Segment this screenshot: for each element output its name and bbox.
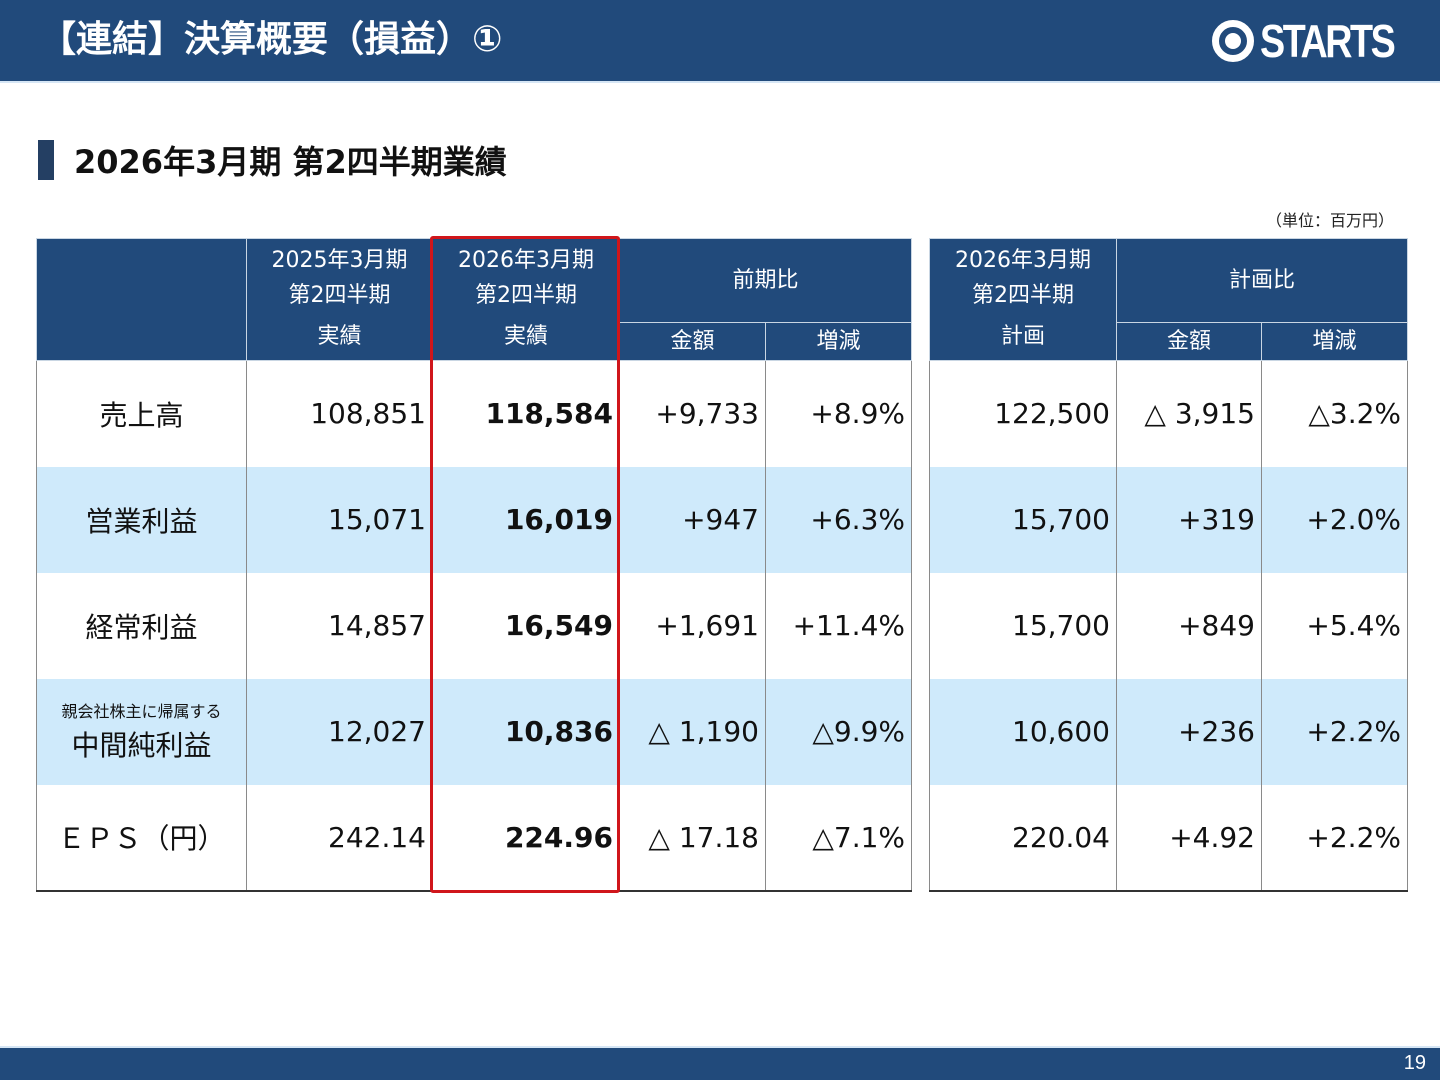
plan-change-value: △3.2% bbox=[1260, 360, 1409, 467]
row-label: 親会社株主に帰属する 中間純利益 bbox=[36, 678, 247, 785]
yoy-amount-value: +1,691 bbox=[619, 572, 766, 679]
row-label: 経常利益 bbox=[36, 572, 247, 679]
company-logo: STARTS bbox=[1212, 15, 1423, 67]
prev-actual-value: 14,857 bbox=[246, 572, 433, 679]
header-plan-amount: 金額 bbox=[1116, 322, 1262, 361]
yoy-change-value: +11.4% bbox=[764, 572, 913, 679]
row-label-prefix: 親会社株主に帰属する bbox=[61, 701, 222, 721]
header-plan: 2026年3月期 第2四半期 計画 bbox=[929, 238, 1117, 361]
yoy-amount-value: +947 bbox=[619, 466, 766, 573]
header-line: 計画 bbox=[1000, 324, 1045, 350]
logo-circle-icon bbox=[1212, 20, 1254, 62]
header-yoy-change: 増減 bbox=[764, 322, 913, 361]
yoy-change-value: △7.1% bbox=[764, 784, 913, 892]
table-row-net-income: 10,600 +236 +2.2% bbox=[929, 678, 1409, 785]
plan-change-value: +5.4% bbox=[1260, 572, 1409, 679]
table-row-operating-profit: 15,700 +319 +2.0% bbox=[929, 466, 1409, 573]
prev-actual-value: 12,027 bbox=[246, 678, 433, 785]
corner-header bbox=[36, 238, 247, 361]
curr-actual-value: 10,836 bbox=[432, 678, 620, 785]
logo-wordmark: STARTS bbox=[1260, 15, 1396, 67]
header-yoy-group: 前期比 bbox=[618, 238, 913, 323]
yoy-amount-value: +9,733 bbox=[619, 360, 766, 467]
header-line: 実績 bbox=[317, 324, 362, 350]
table-row-operating-profit: 営業利益 15,071 16,019 +947 +6.3% bbox=[36, 466, 913, 573]
header-line: 2025年3月期 bbox=[271, 248, 408, 273]
yoy-change-value: △9.9% bbox=[764, 678, 913, 785]
curr-actual-value: 16,019 bbox=[432, 466, 620, 573]
page-number: 19 bbox=[1403, 1052, 1426, 1074]
results-vs-plan-table: 2026年3月期 第2四半期 計画 計画比 金額 増減 122,500 △ 3,… bbox=[929, 238, 1409, 892]
plan-amount-value: +319 bbox=[1116, 466, 1262, 573]
table-row-net-sales: 売上高 108,851 118,584 +9,733 +8.9% bbox=[36, 360, 913, 467]
plan-amount-value: +849 bbox=[1116, 572, 1262, 679]
row-label: 売上高 bbox=[36, 360, 247, 467]
curr-actual-value: 224.96 bbox=[432, 784, 620, 892]
prev-actual-value: 108,851 bbox=[246, 360, 433, 467]
header-prev-actual: 2025年3月期 第2四半期 実績 bbox=[246, 238, 433, 361]
table-row-eps: 220.04 +4.92 +2.2% bbox=[929, 784, 1409, 892]
header-line: 第2四半期 bbox=[972, 283, 1074, 309]
plan-change-value: +2.0% bbox=[1260, 466, 1409, 573]
plan-amount-value: +4.92 bbox=[1116, 784, 1262, 892]
section-marker-icon bbox=[38, 140, 54, 180]
header-line: 第2四半期 bbox=[475, 283, 577, 309]
table-row-ordinary-profit: 15,700 +849 +5.4% bbox=[929, 572, 1409, 679]
row-label: 営業利益 bbox=[36, 466, 247, 573]
table-row-net-sales: 122,500 △ 3,915 △3.2% bbox=[929, 360, 1409, 467]
curr-actual-value: 118,584 bbox=[432, 360, 620, 467]
header-curr-actual: 2026年3月期 第2四半期 実績 bbox=[432, 238, 620, 361]
header-line: 実績 bbox=[503, 324, 548, 350]
plan-value: 15,700 bbox=[929, 466, 1117, 573]
curr-actual-value: 16,549 bbox=[432, 572, 620, 679]
header-line: 第2四半期 bbox=[288, 283, 391, 309]
plan-amount-value: +236 bbox=[1116, 678, 1262, 785]
yoy-amount-value: △ 1,190 bbox=[619, 678, 766, 785]
unit-label: （単位：百万円） bbox=[1265, 211, 1394, 230]
header-yoy-amount: 金額 bbox=[619, 322, 766, 361]
row-label-main: 中間純利益 bbox=[71, 728, 212, 762]
footer-bar: 19 bbox=[0, 1046, 1440, 1080]
plan-value: 220.04 bbox=[929, 784, 1117, 892]
plan-amount-value: △ 3,915 bbox=[1116, 360, 1262, 467]
yoy-change-value: +6.3% bbox=[764, 466, 913, 573]
prev-actual-value: 242.14 bbox=[246, 784, 433, 892]
plan-change-value: +2.2% bbox=[1260, 678, 1409, 785]
plan-value: 122,500 bbox=[929, 360, 1117, 467]
slide-title: 【連結】決算概要（損益）① bbox=[40, 19, 503, 60]
header-line: 2026年3月期 bbox=[955, 248, 1091, 273]
table-row-eps: ＥＰＳ（円） 242.14 224.96 △ 17.18 △7.1% bbox=[36, 784, 913, 892]
row-label: ＥＰＳ（円） bbox=[36, 784, 247, 892]
header-plan-change: 増減 bbox=[1260, 322, 1409, 361]
header-line: 2026年3月期 bbox=[458, 248, 594, 273]
plan-change-value: +2.2% bbox=[1260, 784, 1409, 892]
table-row-ordinary-profit: 経常利益 14,857 16,549 +1,691 +11.4% bbox=[36, 572, 913, 679]
section-title-text: 2026年3月期 第2四半期業績 bbox=[74, 143, 507, 181]
plan-value: 15,700 bbox=[929, 572, 1117, 679]
header-vs-plan-group: 計画比 bbox=[1115, 238, 1409, 323]
title-bar: 【連結】決算概要（損益）① STARTS bbox=[0, 0, 1440, 83]
plan-value: 10,600 bbox=[929, 678, 1117, 785]
results-vs-prior-table: 2025年3月期 第2四半期 実績 2026年3月期 第2四半期 実績 前期比 … bbox=[36, 238, 913, 892]
yoy-change-value: +8.9% bbox=[764, 360, 913, 467]
prev-actual-value: 15,071 bbox=[246, 466, 433, 573]
section-heading: 2026年3月期 第2四半期業績 bbox=[38, 140, 507, 181]
yoy-amount-value: △ 17.18 bbox=[619, 784, 766, 892]
table-row-net-income: 親会社株主に帰属する 中間純利益 12,027 10,836 △ 1,190 △… bbox=[36, 678, 913, 785]
